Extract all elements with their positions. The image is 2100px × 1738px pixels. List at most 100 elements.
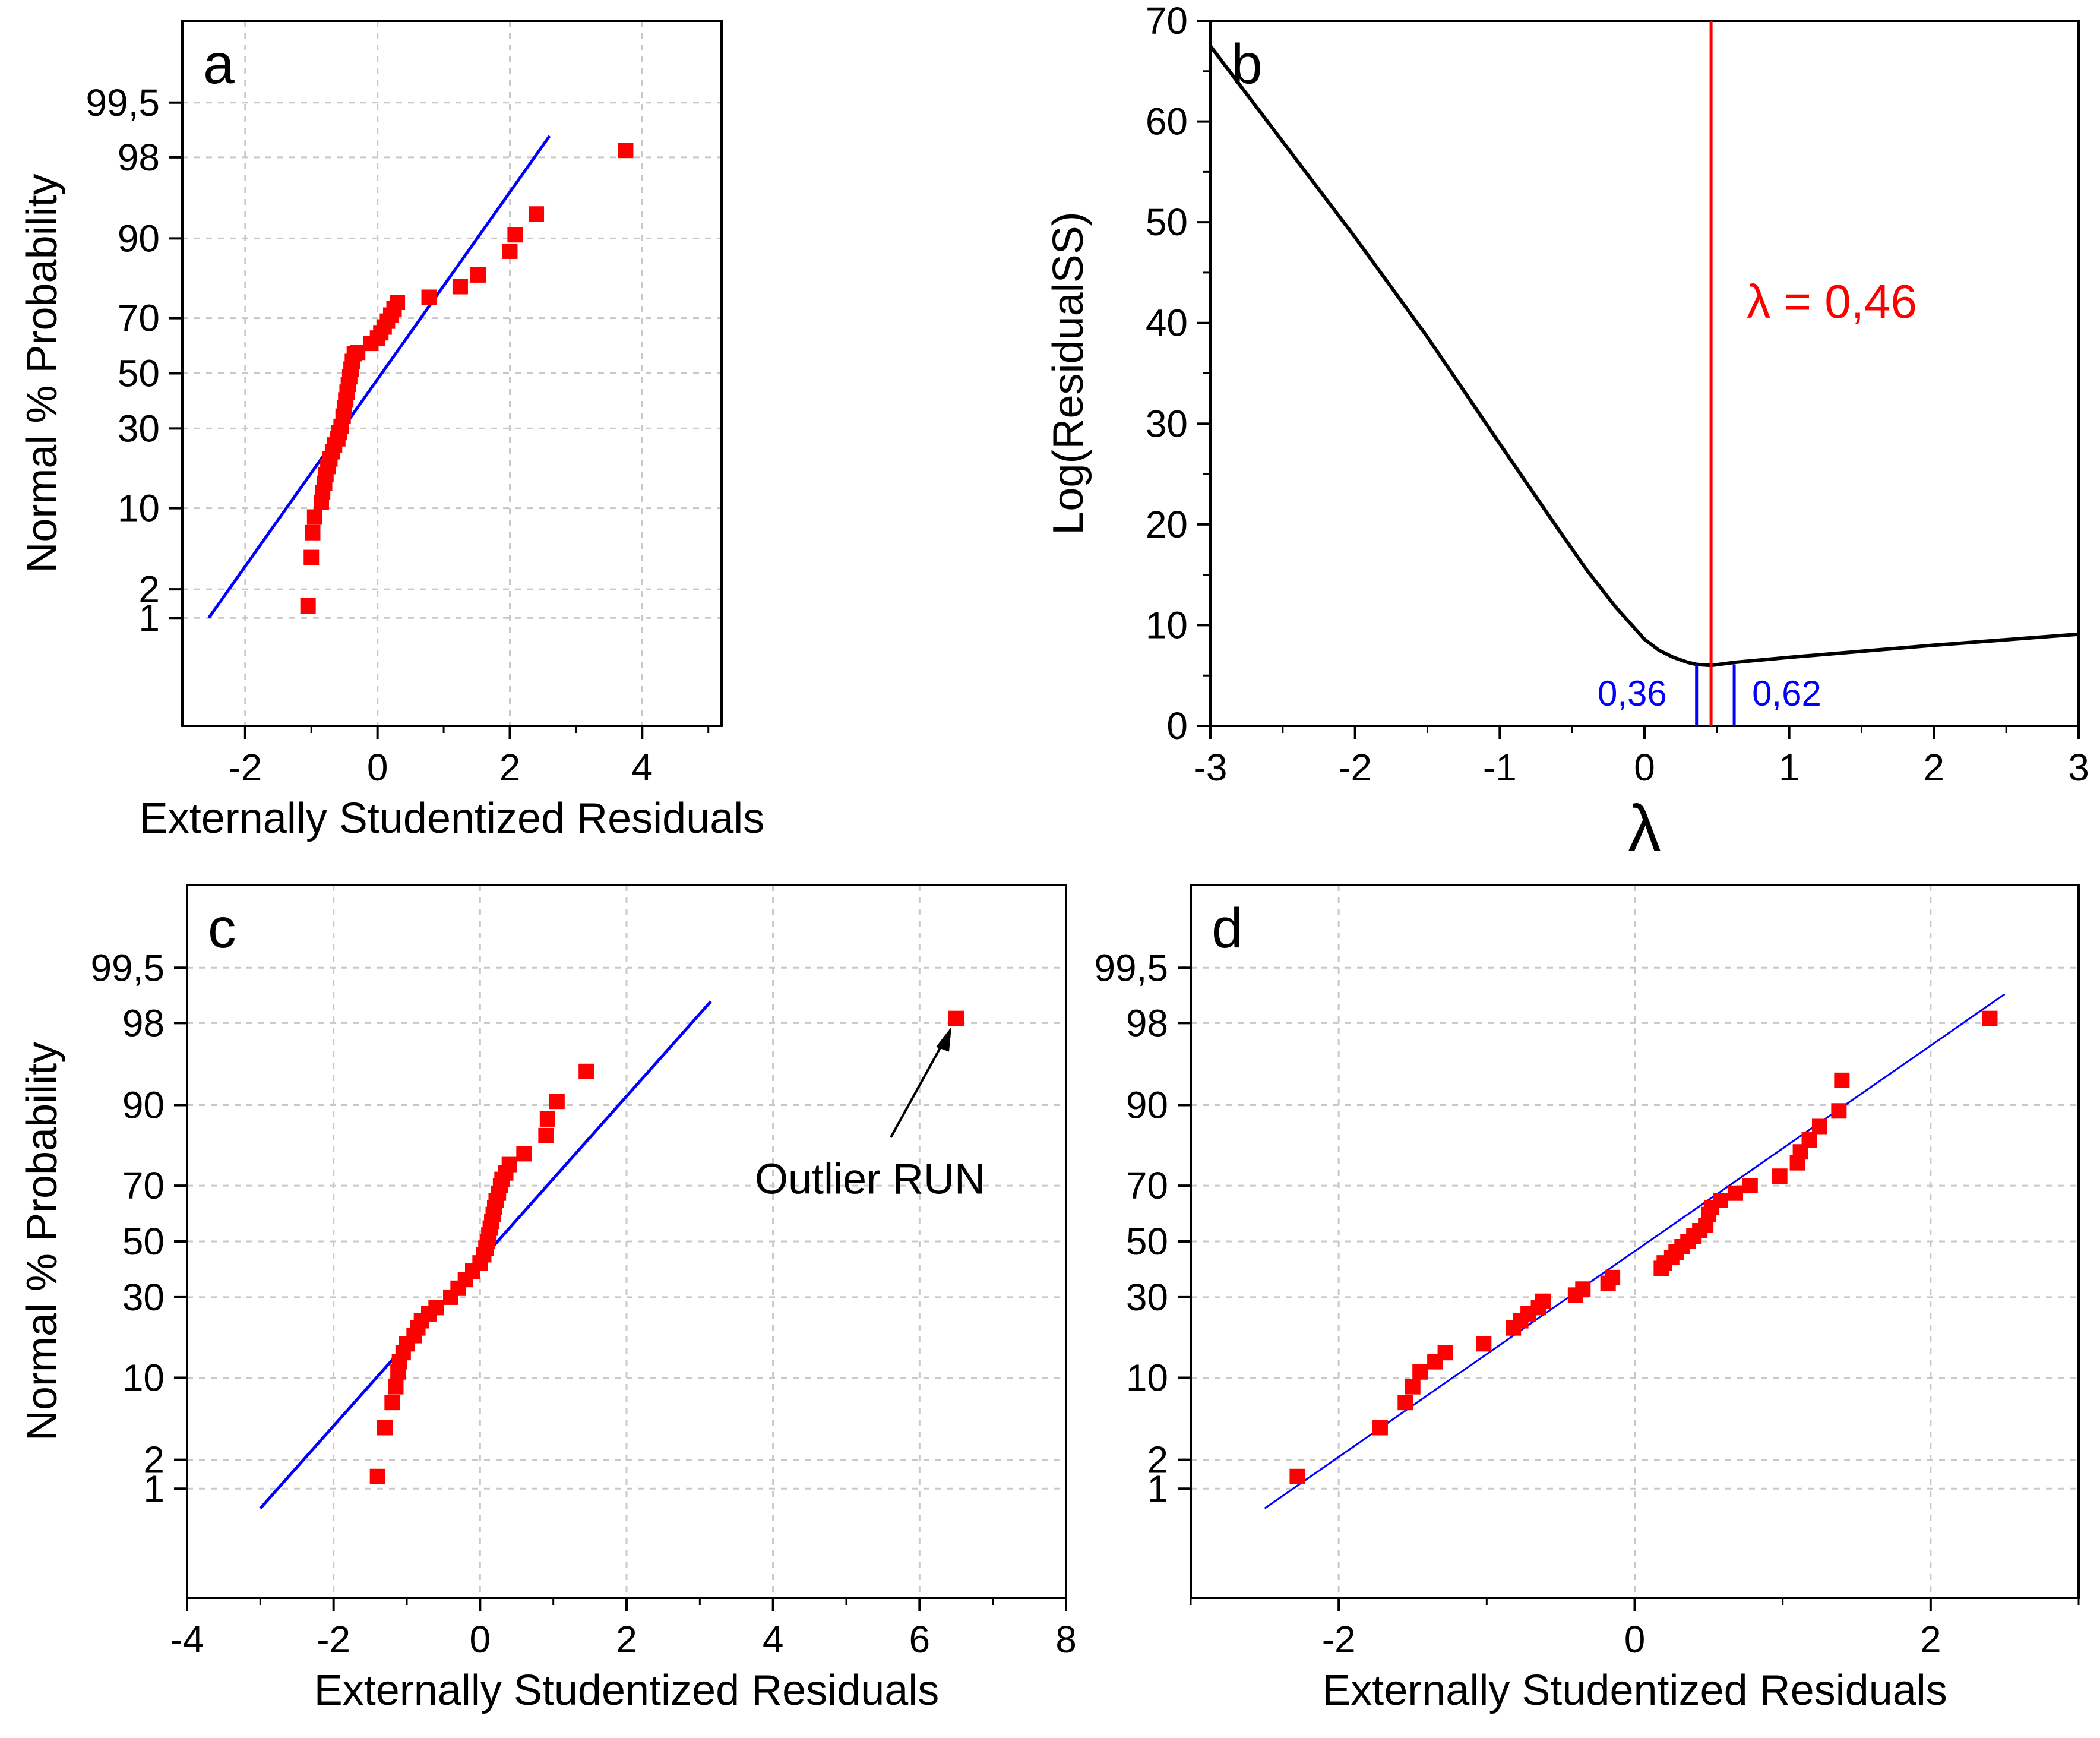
optimal-lambda-label: λ = 0,46: [1747, 275, 1917, 328]
x-tick-label: 2: [1920, 1618, 1941, 1661]
data-point: [1535, 1293, 1551, 1309]
residual-ss-curve: [1209, 45, 2079, 668]
data-point: [618, 143, 634, 159]
y-tick-label: 0: [1166, 704, 1188, 747]
panel-label: a: [203, 33, 235, 96]
y-tick-label: 1: [138, 596, 160, 639]
data-point: [421, 289, 437, 305]
y-axis-label: Log(ResidualSS): [1045, 211, 1092, 535]
y-tick-label: 20: [1146, 503, 1188, 546]
y-tick-label: 10: [118, 487, 160, 530]
data-point: [1831, 1103, 1847, 1119]
data-point: [1713, 1192, 1729, 1208]
x-axis-label: Externally Studentized Residuals: [140, 795, 765, 842]
data-point: [529, 206, 545, 222]
y-tick-label: 2: [138, 568, 160, 611]
y-tick-label: 40: [1146, 302, 1188, 345]
data-point: [1372, 1420, 1388, 1436]
data-point: [1289, 1468, 1305, 1484]
data-point: [1605, 1269, 1621, 1285]
data-point: [1834, 1072, 1850, 1088]
data-point: [1437, 1345, 1453, 1361]
data-point: [377, 1420, 393, 1436]
x-axis-label: λ: [1628, 792, 1661, 865]
x-tick-label: -2: [228, 746, 262, 789]
y-tick-label: 10: [1126, 1357, 1168, 1399]
x-tick-label: -3: [1194, 746, 1228, 789]
x-tick-label: 8: [1055, 1618, 1077, 1661]
y-tick-label: 50: [1126, 1220, 1168, 1263]
y-tick-label: 90: [122, 1083, 165, 1126]
y-tick-label: 98: [118, 136, 160, 179]
x-tick-label: 2: [1924, 746, 1945, 789]
fit-line: [207, 135, 551, 619]
y-tick-label: 98: [1126, 1001, 1168, 1044]
x-axis-label: Externally Studentized Residuals: [314, 1667, 940, 1714]
y-tick-label: 70: [1126, 1164, 1168, 1207]
x-tick-label: 0: [367, 746, 388, 789]
outlier-arrow-head: [936, 1026, 951, 1052]
y-tick-label: 70: [122, 1164, 165, 1207]
x-tick-label: -4: [170, 1618, 204, 1661]
data-point: [501, 1156, 517, 1173]
data-point: [1405, 1379, 1421, 1395]
y-tick-label: 60: [1146, 100, 1188, 143]
outlier-arrow: [890, 1033, 949, 1138]
y-tick-label: 98: [122, 1001, 165, 1044]
y-tick-label: 99,5: [90, 946, 165, 989]
data-point: [549, 1094, 565, 1110]
data-point: [369, 1468, 385, 1484]
y-tick-label: 10: [1146, 603, 1188, 646]
panel-label: b: [1231, 33, 1263, 96]
data-point: [507, 227, 523, 243]
y-tick-label: 2: [1147, 1439, 1168, 1481]
data-point: [1982, 1010, 1998, 1026]
y-tick-label: 30: [1126, 1276, 1168, 1319]
x-tick-label: -2: [1338, 746, 1372, 789]
x-tick-label: 0: [1624, 1618, 1646, 1661]
data-point: [388, 1379, 404, 1395]
x-tick-label: 2: [616, 1618, 637, 1661]
x-axis-label: Externally Studentized Residuals: [1322, 1667, 1947, 1714]
data-point: [578, 1063, 594, 1079]
data-point: [1476, 1336, 1492, 1352]
x-tick-label: -2: [1322, 1618, 1356, 1661]
x-tick-label: 6: [909, 1618, 931, 1661]
data-point: [300, 598, 316, 614]
data-point: [948, 1010, 964, 1026]
x-tick-label: -1: [1483, 746, 1517, 789]
data-point: [1575, 1281, 1591, 1297]
x-tick-label: -2: [317, 1618, 350, 1661]
data-point: [305, 524, 321, 541]
data-point: [470, 267, 486, 283]
y-tick-label: 50: [118, 352, 160, 395]
y-tick-label: 2: [143, 1439, 165, 1481]
x-tick-label: 3: [2068, 746, 2089, 789]
y-tick-label: 90: [1126, 1083, 1168, 1126]
panel-label: d: [1212, 897, 1243, 960]
ci-bound-label: 0,62: [1752, 674, 1821, 713]
data-point: [539, 1111, 555, 1127]
data-point: [538, 1127, 554, 1143]
data-point: [1811, 1118, 1827, 1135]
data-point: [452, 279, 468, 295]
y-tick-label: 50: [122, 1220, 165, 1263]
data-point: [516, 1146, 532, 1162]
x-tick-label: 1: [1779, 746, 1800, 789]
data-point: [428, 1300, 444, 1316]
x-tick-label: 4: [632, 746, 653, 789]
data-point: [1727, 1185, 1743, 1201]
data-point: [1412, 1364, 1428, 1380]
y-axis-label: Normal % Probability: [18, 173, 66, 573]
panel-label: c: [208, 897, 236, 960]
data-point: [502, 243, 518, 259]
y-tick-label: 30: [118, 407, 160, 450]
data-point: [350, 345, 366, 361]
y-tick-label: 30: [1146, 402, 1188, 445]
x-tick-label: 0: [470, 1618, 491, 1661]
fit-line: [1264, 993, 2006, 1509]
data-point: [303, 549, 320, 565]
y-tick-label: 90: [118, 217, 160, 260]
